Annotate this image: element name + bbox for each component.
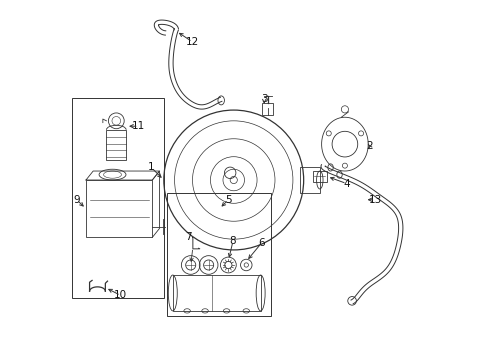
Bar — [262, 103, 273, 116]
Text: 7: 7 — [185, 232, 192, 242]
Text: 8: 8 — [229, 236, 236, 246]
Text: 5: 5 — [224, 195, 231, 205]
Text: 12: 12 — [185, 37, 199, 47]
Text: 9: 9 — [73, 195, 80, 205]
Bar — [106, 130, 126, 160]
Bar — [167, 193, 271, 316]
Text: 11: 11 — [132, 121, 145, 131]
Text: 2: 2 — [365, 141, 372, 151]
Bar — [86, 180, 152, 237]
Bar — [312, 171, 326, 182]
Bar — [172, 275, 260, 311]
Text: 10: 10 — [114, 291, 127, 301]
Text: 13: 13 — [368, 195, 381, 205]
Bar — [300, 167, 319, 193]
Text: 4: 4 — [343, 179, 349, 189]
Bar — [72, 98, 163, 298]
Text: 6: 6 — [258, 238, 264, 248]
Text: 1: 1 — [148, 162, 154, 172]
Text: 3: 3 — [261, 94, 267, 104]
